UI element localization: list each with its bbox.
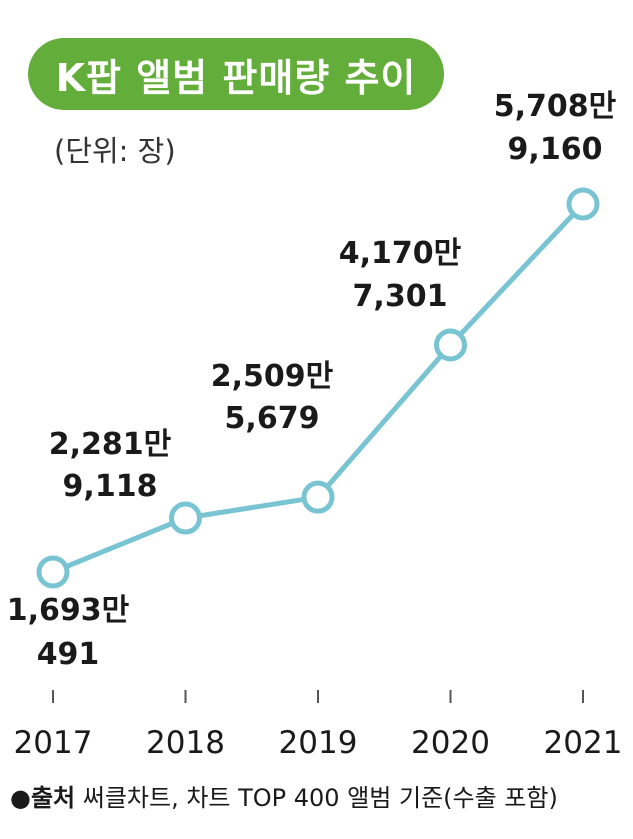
data-point-2021 (566, 187, 600, 221)
chart-title-text: K팝 앨범 판매량 추이 (55, 55, 417, 100)
x-tick-label-2021: 2021 (544, 725, 623, 761)
line-chart: 1,693만 491 2,281만 9,118 2,509만 5,679 4,170만 7,3… (7, 89, 623, 761)
data-point-2019 (301, 480, 335, 514)
data-label-2017: 1,693만 491 (7, 593, 130, 672)
data-point-2018 (169, 501, 202, 535)
data-label-2021-line-2: 9,160 (508, 132, 603, 167)
data-label-2019: 2,509만 5,679 (211, 359, 334, 436)
data-label-2018: 2,281만 9,118 (49, 427, 172, 504)
data-label-2017-line-1: 1,693만 (7, 593, 130, 628)
data-label-2021-line-1: 5,708만 (494, 89, 617, 124)
data-label-2021: 5,708만 9,160 (494, 89, 617, 167)
source-heading: 출처 (30, 784, 76, 812)
data-label-2020: 4,170만 7,301 (339, 236, 462, 314)
x-tick-label-2020: 2020 (411, 725, 490, 761)
source-text: 써클차트, 차트 TOP 400 앨범 기준(수출 포함) (75, 784, 558, 812)
data-label-2019-line-1: 2,509만 (211, 359, 334, 394)
data-label-2017-line-2: 491 (37, 637, 100, 672)
data-point-2017 (36, 555, 70, 589)
x-tick-label-2019: 2019 (279, 725, 358, 761)
data-label-2020-line-1: 4,170만 (339, 236, 462, 271)
data-label-2020-line-2: 7,301 (353, 279, 448, 314)
data-label-2018-line-2: 9,118 (63, 469, 158, 504)
source-bullet: ● (10, 784, 31, 812)
x-tick-label-2018: 2018 (146, 725, 225, 761)
data-point-2020 (434, 328, 467, 362)
data-label-2019-line-2: 5,679 (225, 401, 320, 436)
chart-title: K팝 앨범 판매량 추이 (28, 38, 444, 110)
unit-note: (단위: 장) (54, 134, 176, 168)
source-note: ●출처 써클차트, 차트 TOP 400 앨범 기준(수출 포함) (10, 778, 630, 813)
data-label-2018-line-1: 2,281만 (49, 427, 172, 462)
x-tick-label-2017: 2017 (14, 725, 93, 761)
